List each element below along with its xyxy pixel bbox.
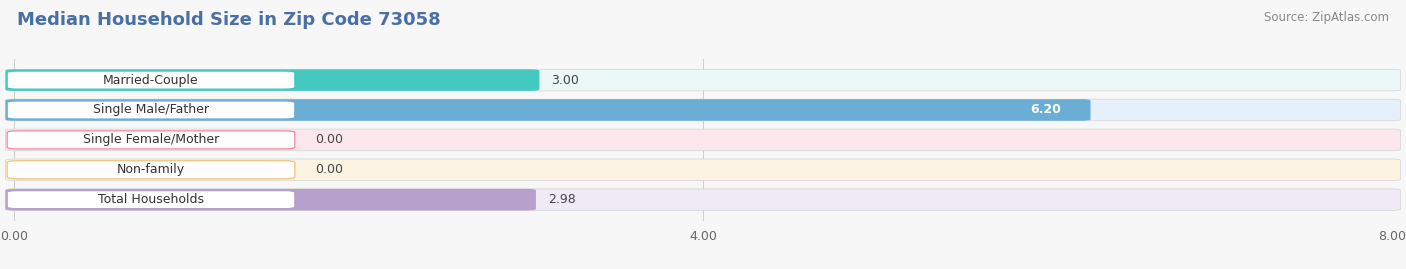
FancyBboxPatch shape	[7, 101, 295, 119]
FancyBboxPatch shape	[7, 191, 295, 209]
FancyBboxPatch shape	[7, 131, 295, 149]
FancyBboxPatch shape	[6, 159, 1400, 180]
Text: 6.20: 6.20	[1031, 104, 1062, 116]
FancyBboxPatch shape	[6, 99, 1400, 121]
FancyBboxPatch shape	[7, 71, 295, 89]
Text: Married-Couple: Married-Couple	[103, 74, 198, 87]
FancyBboxPatch shape	[6, 129, 1400, 151]
Text: 0.00: 0.00	[315, 133, 343, 146]
Text: 3.00: 3.00	[551, 74, 579, 87]
Text: 0.00: 0.00	[315, 163, 343, 176]
FancyBboxPatch shape	[6, 189, 536, 210]
FancyBboxPatch shape	[6, 69, 1400, 91]
FancyBboxPatch shape	[6, 189, 1400, 210]
Text: Total Households: Total Households	[98, 193, 204, 206]
Text: Non-family: Non-family	[117, 163, 186, 176]
FancyBboxPatch shape	[7, 161, 295, 179]
Text: Single Female/Mother: Single Female/Mother	[83, 133, 219, 146]
Text: 2.98: 2.98	[548, 193, 575, 206]
FancyBboxPatch shape	[6, 69, 540, 91]
Text: Median Household Size in Zip Code 73058: Median Household Size in Zip Code 73058	[17, 11, 440, 29]
Text: Single Male/Father: Single Male/Father	[93, 104, 209, 116]
FancyBboxPatch shape	[6, 99, 1091, 121]
Text: Source: ZipAtlas.com: Source: ZipAtlas.com	[1264, 11, 1389, 24]
